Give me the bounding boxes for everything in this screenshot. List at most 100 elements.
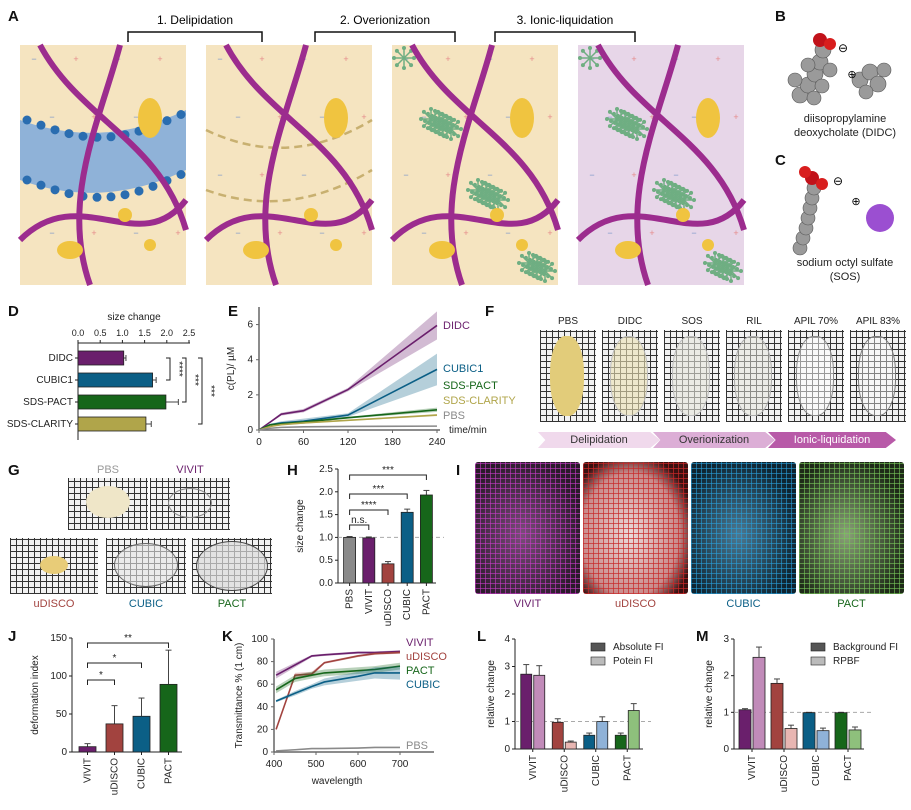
surfactant-head xyxy=(689,190,694,195)
didc-caption: diisopropylamine deoxycholate (DIDC) xyxy=(780,112,910,140)
surfactant-head xyxy=(674,204,678,208)
significance-label: *** xyxy=(189,374,200,386)
bar-pbs xyxy=(343,537,357,584)
micelle-icon xyxy=(605,107,629,131)
anion-mark: − xyxy=(505,112,510,122)
x-tick-label: 1.0 xyxy=(116,328,129,338)
surfactant-tail xyxy=(657,189,665,197)
y-tick-label: 1 xyxy=(504,717,510,728)
lipid-head-icon xyxy=(106,192,116,202)
surfactant-head xyxy=(472,197,477,202)
surfactant-head xyxy=(448,115,453,120)
series-label: PBS xyxy=(406,740,428,752)
y-axis-label: relative change xyxy=(704,660,715,728)
anion-mark: − xyxy=(49,228,54,238)
surfactant-head xyxy=(488,204,492,208)
surfactant-head xyxy=(429,127,433,131)
x-tick-label: 1.5 xyxy=(138,328,151,338)
surfactant-head xyxy=(680,192,684,196)
bar-pact-potein-fi xyxy=(627,710,640,750)
x-tick-label: 400 xyxy=(266,759,283,770)
surfactant-head xyxy=(725,277,729,281)
y-tick-label: 3 xyxy=(723,634,729,645)
surfactant-head xyxy=(444,113,449,118)
protein-blob xyxy=(702,239,714,251)
didc-molecule xyxy=(787,33,892,106)
panel-label-d: D xyxy=(8,303,19,320)
cation-mark: + xyxy=(649,112,654,122)
surfactant-head xyxy=(448,130,453,135)
surfactant-head xyxy=(607,109,612,114)
y-axis-label: c(PL)/ µM xyxy=(226,347,237,391)
surfactant-head xyxy=(534,253,539,258)
x-tick-label: 0.5 xyxy=(94,328,107,338)
y-tick-label: 0 xyxy=(61,747,67,758)
bar-vivit-rpbf xyxy=(752,656,766,750)
surfactant-tail xyxy=(610,118,618,126)
cation-mark: + xyxy=(157,54,162,64)
surfactant-head xyxy=(669,195,674,200)
surfactant-head xyxy=(605,117,609,121)
anion-mark: − xyxy=(505,228,510,238)
surfactant-head xyxy=(723,261,727,265)
confidence-band-cubic xyxy=(276,666,400,703)
surfactant-head xyxy=(470,190,474,194)
surfactant-head xyxy=(630,113,635,118)
anion-mark: − xyxy=(235,228,240,238)
surfactant-head xyxy=(611,126,616,131)
surfactant-head xyxy=(535,275,539,279)
anion-mark: − xyxy=(403,170,408,180)
surfactant-tail xyxy=(610,112,618,120)
f-image-apil70 xyxy=(788,330,844,422)
significance-label: *** xyxy=(205,385,216,397)
protein-blob xyxy=(615,241,641,259)
surfactant-head xyxy=(440,111,445,116)
x-tick-label: uDISCO xyxy=(779,755,790,792)
lipid-head-icon xyxy=(78,131,88,141)
bar-udisco-background-fi xyxy=(770,682,784,750)
surfactant-head xyxy=(402,46,406,50)
surfactant-head xyxy=(487,182,492,187)
surfactant-head xyxy=(527,271,531,275)
surfactant-head xyxy=(392,56,396,60)
surfactant-head xyxy=(623,131,627,135)
x-tick-label: PBS xyxy=(345,589,356,609)
protein-blob xyxy=(243,241,269,259)
line-sds-clarity xyxy=(258,414,438,431)
surfactant-head xyxy=(531,273,535,277)
surfactant-head xyxy=(588,66,592,70)
lipid-head-icon xyxy=(50,185,60,195)
surfactant-tail xyxy=(708,262,716,270)
surfactant-head xyxy=(656,190,660,194)
anion-mark: − xyxy=(301,170,306,180)
surfactant-head xyxy=(703,261,707,265)
surfactant-head xyxy=(546,259,551,264)
f-image-apil83 xyxy=(850,330,906,422)
chart-K: 0 20 40 60 80 100 400 500 600 700 Transmittance % … xyxy=(234,634,447,787)
x-tick-label: PACT xyxy=(622,755,633,781)
cation-mark: + xyxy=(547,112,552,122)
surfactant-head xyxy=(419,117,423,121)
g-image-pact xyxy=(192,538,272,594)
surfactant-head xyxy=(654,180,659,185)
x-tick-label: 500 xyxy=(308,759,325,770)
panel-label-b: B xyxy=(775,8,786,25)
anion-mark: − xyxy=(607,112,612,122)
surfactant-head xyxy=(731,265,735,269)
bar-sds-pact xyxy=(77,394,167,410)
surfactant-head xyxy=(468,195,473,200)
protein-blob xyxy=(144,239,156,251)
surfactant-tail xyxy=(522,256,530,264)
surfactant-head xyxy=(580,63,585,68)
bar-pact xyxy=(159,683,178,753)
anion-mark: − xyxy=(133,228,138,238)
surfactant-head xyxy=(503,190,508,195)
bar-cubic-potein-fi xyxy=(596,721,609,750)
stage-overionization: Overionization xyxy=(653,432,775,448)
surfactant-head xyxy=(538,255,543,260)
y-tick-label: 2 xyxy=(247,390,253,401)
y-tick-label: 1.0 xyxy=(319,532,333,543)
surfactant-head xyxy=(688,196,692,200)
anion-mark: − xyxy=(217,54,222,64)
surfactant-head xyxy=(588,46,592,50)
